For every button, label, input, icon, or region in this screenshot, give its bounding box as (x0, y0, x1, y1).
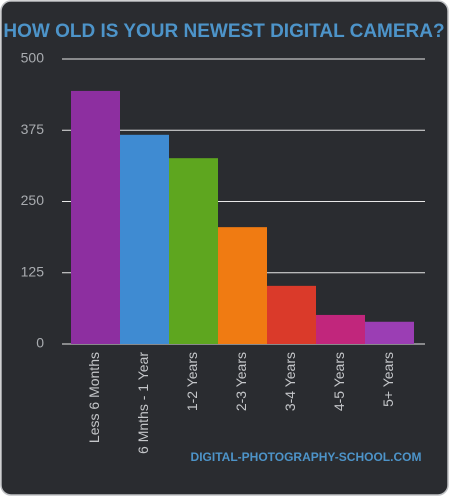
chart-title: HOW OLD IS YOUR NEWEST DIGITAL CAMERA? (3, 21, 444, 42)
bar (120, 134, 169, 344)
bar (365, 321, 414, 344)
y-tick-label: 0 (36, 335, 44, 351)
y-tick-label: 250 (21, 192, 45, 208)
y-tick-label: 500 (21, 50, 45, 66)
x-tick-label: 6 Mnths - 1 Year (135, 352, 151, 454)
x-tick-label: 2-3 Years (233, 352, 249, 411)
bar (71, 90, 120, 344)
bar (218, 227, 267, 344)
x-tick-label: 3-4 Years (282, 352, 298, 411)
x-tick-label: Less 6 Months (86, 352, 102, 443)
x-tick-label: 4-5 Years (331, 352, 347, 411)
bar (316, 314, 365, 344)
y-tick-label: 375 (21, 121, 45, 137)
x-tick-label: 5+ Years (380, 352, 396, 407)
x-tick-label: 1-2 Years (184, 352, 200, 411)
y-tick-label: 125 (21, 263, 45, 279)
bar (169, 158, 218, 344)
source-label: DIGITAL-PHOTOGRAPHY-SCHOOL.COM (191, 450, 422, 464)
bar (267, 285, 316, 344)
